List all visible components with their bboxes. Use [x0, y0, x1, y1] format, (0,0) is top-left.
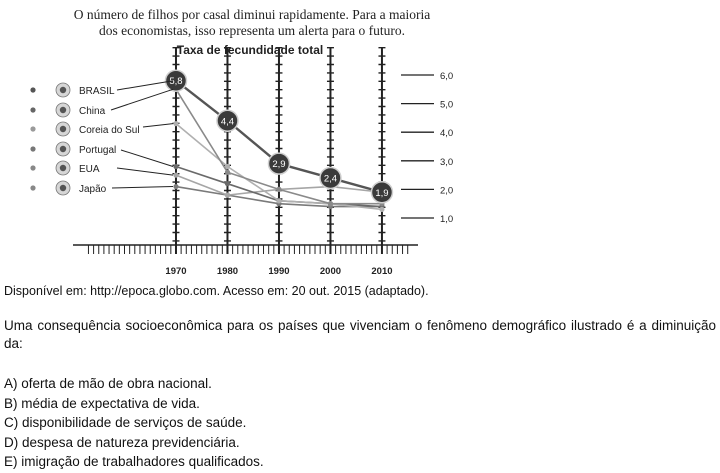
y-tick-label: 1,0 — [440, 214, 453, 225]
legend-arrow — [110, 88, 174, 111]
x-tick-label: 1970 — [165, 266, 186, 277]
legend-arrow — [116, 80, 174, 91]
legend-dot — [30, 165, 36, 171]
legend-label: China — [79, 106, 106, 117]
x-tick-label: 2000 — [320, 266, 341, 277]
figure-headline-line2: dos economistas, isso representa um aler… — [99, 23, 405, 38]
fertility-chart: O número de filhos por casal diminui rap… — [30, 7, 453, 277]
legend-dot — [30, 87, 36, 93]
source-caption: Disponível em: http://epoca.globo.com. A… — [4, 284, 429, 298]
question-text: Uma consequência socioeconômica para os … — [4, 318, 716, 351]
value-bubble — [216, 109, 239, 133]
x-tick-label: 1990 — [268, 266, 289, 277]
option-b[interactable]: B) média de expectativa de vida. — [4, 395, 200, 411]
legend-label: Coreia do Sul — [79, 125, 140, 136]
legend-arrow — [120, 149, 174, 167]
flag-icon-center — [59, 86, 67, 94]
flag-icon-center — [59, 145, 67, 153]
y-tick-label: 5,0 — [440, 100, 453, 111]
series-point — [173, 121, 179, 127]
value-bubble — [164, 69, 188, 92]
series-point — [276, 198, 282, 204]
figure-headline-line1: O número de filhos por casal diminui rap… — [74, 7, 431, 22]
x-tick-label: 1980 — [217, 266, 238, 277]
answer-options: A) oferta de mão de obra nacional. B) mé… — [4, 374, 264, 472]
series-point — [327, 201, 334, 207]
legend-arrow — [116, 167, 174, 176]
option-c[interactable]: C) disponibilidade de serviços de saúde. — [4, 415, 247, 430]
y-tick-label: 4,0 — [440, 128, 453, 139]
flag-icon-center — [59, 125, 67, 133]
series-point — [173, 172, 179, 178]
y-tick-label: 6,0 — [440, 71, 453, 82]
flag-icon-center — [59, 106, 67, 114]
option-a[interactable]: A) oferta de mão de obra nacional. — [4, 376, 212, 391]
series-point — [224, 169, 231, 175]
legend-label: BRASIL — [79, 86, 115, 97]
chart-plot-area: 1970 1980 1990 2000 2010 6,0 5,0 4,0 3,0 2,0 1,0 5,… — [30, 47, 453, 277]
series-point — [379, 206, 385, 213]
legend-arrow — [142, 123, 174, 128]
data-label: 2,9 — [272, 159, 285, 170]
series-point — [276, 186, 282, 192]
series-point — [173, 183, 179, 190]
data-label: 4,4 — [221, 116, 234, 127]
value-bubble — [319, 166, 342, 190]
option-d[interactable]: D) despesa de natureza previdenciária. — [4, 434, 240, 450]
chart-title: Taxa de fecundidade total — [177, 43, 323, 57]
data-label: 1,9 — [375, 188, 388, 199]
option-e[interactable]: E) imigração de trabalhadores qualificad… — [4, 454, 264, 469]
y-tick-label: 3,0 — [440, 157, 453, 168]
x-tick-label: 2010 — [371, 266, 392, 277]
legend-label: Portugal — [79, 145, 116, 156]
series-point — [173, 163, 179, 170]
legend-dot — [30, 107, 36, 113]
data-label: 5,8 — [169, 76, 182, 87]
flag-icon-center — [59, 164, 67, 172]
series-point — [224, 192, 231, 198]
data-label: 2,4 — [324, 173, 337, 184]
legend-label: EUA — [79, 164, 100, 175]
series-point — [224, 163, 231, 170]
legend-dot — [30, 146, 36, 152]
legend-label: Japão — [79, 184, 107, 195]
value-bubble — [370, 181, 394, 204]
y-tick-label: 2,0 — [440, 185, 453, 196]
value-bubble — [267, 152, 291, 175]
legend-dot — [30, 126, 36, 132]
flag-icon-center — [59, 184, 67, 192]
series-point — [224, 181, 231, 187]
legend-dot — [30, 185, 36, 191]
legend-arrow — [111, 186, 173, 189]
